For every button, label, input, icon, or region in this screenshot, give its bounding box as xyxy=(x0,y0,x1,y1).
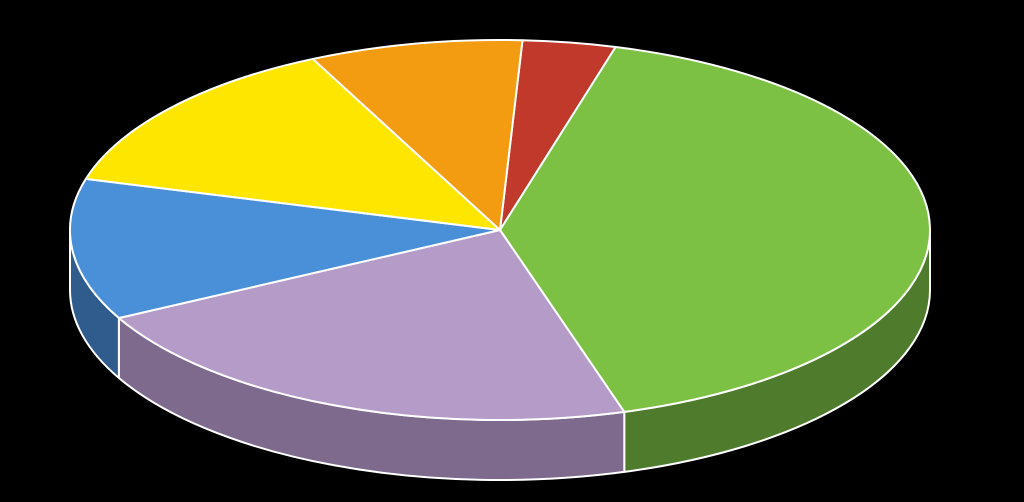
pie-top-faces xyxy=(70,40,930,420)
pie-chart-3d xyxy=(0,0,1024,502)
